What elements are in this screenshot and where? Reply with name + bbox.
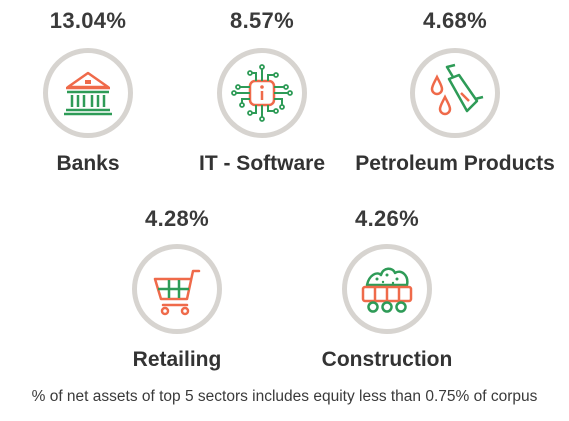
sector-percentage: 13.04%: [49, 8, 127, 33]
sector-name: Petroleum Products: [355, 152, 555, 175]
fuel-nozzle-icon: [430, 63, 484, 116]
bank-icon: [64, 71, 112, 116]
sector-name: Banks: [56, 152, 120, 175]
sector-percentage: 4.26%: [355, 206, 419, 231]
mining-cart-icon: [361, 267, 413, 313]
sector-percentage: 8.57%: [230, 8, 294, 33]
footnote: % of net assets of top 5 sectors include…: [31, 388, 538, 405]
sector-percentage: 4.68%: [423, 8, 487, 33]
icon-circle: [217, 48, 307, 138]
icon-circle: [132, 244, 222, 334]
icon-circle: [342, 244, 432, 334]
sector-name: IT - Software: [198, 152, 325, 175]
sector-percentage: 4.28%: [145, 206, 209, 231]
chip-icon: [231, 64, 293, 122]
sector-name: Retailing: [132, 348, 222, 371]
icon-circle: [43, 48, 133, 138]
sector-name: Construction: [321, 348, 453, 371]
icon-circle: [410, 48, 500, 138]
shopping-cart-icon: [153, 269, 201, 316]
